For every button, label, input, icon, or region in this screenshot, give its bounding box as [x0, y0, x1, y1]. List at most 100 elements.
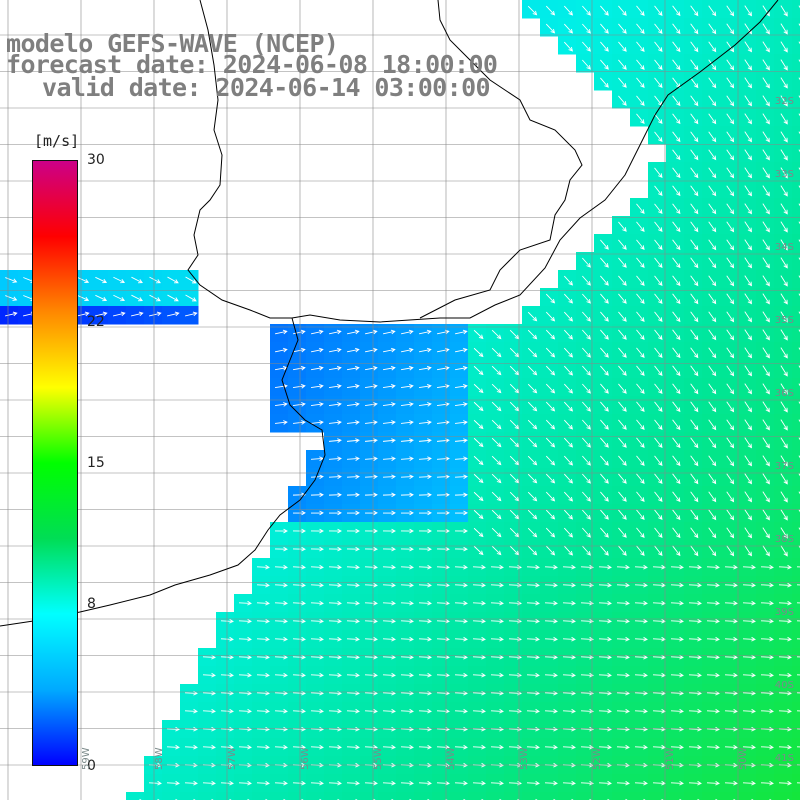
wind-arrow: [400, 492, 414, 498]
wind-arrow: [562, 672, 576, 678]
wind-arrow: [274, 600, 288, 606]
wind-cell: [792, 630, 800, 649]
wind-arrow: [454, 510, 468, 516]
wind-arrow: [600, 473, 609, 484]
wind-arrow: [328, 600, 342, 606]
wind-arrow: [382, 402, 396, 407]
wind-arrow: [672, 365, 681, 377]
wind-arrow: [562, 654, 576, 660]
wind-arrow: [310, 564, 324, 570]
wind-arrow: [598, 672, 612, 678]
wind-arrow: [95, 276, 108, 284]
wind-arrow: [724, 582, 738, 588]
wind-arrow: [744, 41, 752, 53]
wind-arrow: [796, 656, 800, 658]
wind-arrow: [654, 131, 663, 143]
wind-arrow: [77, 276, 90, 284]
wind-arrow: [618, 401, 627, 412]
wind-arrow: [563, 509, 574, 520]
wind-arrow: [418, 474, 432, 480]
wind-arrow: [654, 23, 663, 35]
wind-arrow: [364, 492, 378, 498]
wind-arrow: [563, 5, 574, 16]
wind-arrow: [600, 329, 609, 340]
wind-arrow: [472, 744, 486, 750]
wind-cell: [792, 792, 800, 800]
wind-arrow: [688, 582, 702, 588]
wind-cell: [792, 432, 800, 451]
wind-cell: [612, 792, 631, 800]
wind-arrow: [708, 77, 717, 89]
wind-arrow: [600, 365, 609, 376]
wind-arrow: [598, 636, 612, 642]
wind-cell: [234, 792, 253, 800]
wind-cell: [792, 540, 800, 559]
wind-arrow: [690, 401, 699, 413]
wind-arrow: [600, 311, 609, 322]
wind-arrow: [762, 437, 770, 449]
wind-arrow: [490, 780, 504, 786]
wind-arrow: [672, 167, 681, 179]
wind-arrow: [382, 780, 396, 786]
wind-arrow: [545, 365, 556, 376]
wind-arrow: [418, 347, 432, 353]
wind-arrow: [618, 95, 627, 106]
wind-arrow: [491, 455, 502, 466]
longitude-label: 58W: [154, 747, 165, 770]
wind-cell: [792, 396, 800, 415]
wind-arrow: [436, 347, 450, 353]
wind-arrow: [708, 5, 717, 17]
wind-arrow: [706, 618, 720, 624]
wind-arrow: [618, 329, 627, 340]
wind-arrow: [600, 257, 609, 268]
wind-arrow: [582, 41, 591, 52]
wind-cell: [792, 594, 800, 613]
wind-arrow: [654, 491, 663, 503]
wind-cell: [792, 360, 800, 379]
wind-arrow: [454, 654, 468, 660]
wind-arrow: [292, 726, 306, 732]
wind-arrow: [616, 708, 630, 714]
wind-arrow: [436, 456, 450, 461]
wind-arrow: [328, 744, 342, 750]
wind-cell: [162, 792, 181, 800]
wind-arrow: [328, 329, 342, 335]
wind-arrow: [310, 329, 324, 335]
wind-arrow: [778, 636, 792, 642]
wind-arrow: [762, 41, 770, 53]
wind-arrow: [760, 744, 774, 750]
wind-arrow: [562, 636, 576, 642]
wind-arrow: [744, 383, 752, 395]
wind-arrow: [544, 780, 558, 786]
wind-arrow: [780, 185, 788, 197]
wind-arrow: [310, 726, 324, 732]
wind-arrow: [744, 203, 752, 215]
wind-arrow: [744, 257, 752, 269]
coastline-uruguay-interior: [419, 0, 583, 319]
wind-arrow: [762, 203, 770, 215]
wind-arrow: [490, 618, 504, 624]
wind-arrow: [690, 167, 699, 179]
wind-arrow: [328, 546, 342, 552]
wind-arrow: [598, 726, 612, 732]
wind-cell: [702, 792, 721, 800]
wind-arrow: [618, 347, 627, 358]
wind-arrow: [726, 329, 735, 341]
wind-cell: [792, 576, 800, 595]
wind-arrow: [563, 401, 574, 412]
wind-arrow: [472, 618, 486, 624]
wind-arrow: [292, 600, 306, 606]
wind-arrow: [690, 275, 699, 287]
wind-arrow: [292, 564, 306, 570]
wind-arrow: [418, 492, 432, 498]
wind-arrow: [726, 491, 735, 503]
wind-arrow: [509, 455, 520, 466]
wind-arrow: [382, 510, 396, 516]
wind-arrow: [744, 77, 752, 89]
wind-arrow: [670, 744, 684, 750]
wind-arrow: [382, 492, 396, 498]
wind-arrow: [454, 780, 468, 786]
wind-arrow: [780, 203, 788, 215]
wind-arrow: [490, 672, 504, 678]
wind-arrow: [726, 527, 735, 539]
